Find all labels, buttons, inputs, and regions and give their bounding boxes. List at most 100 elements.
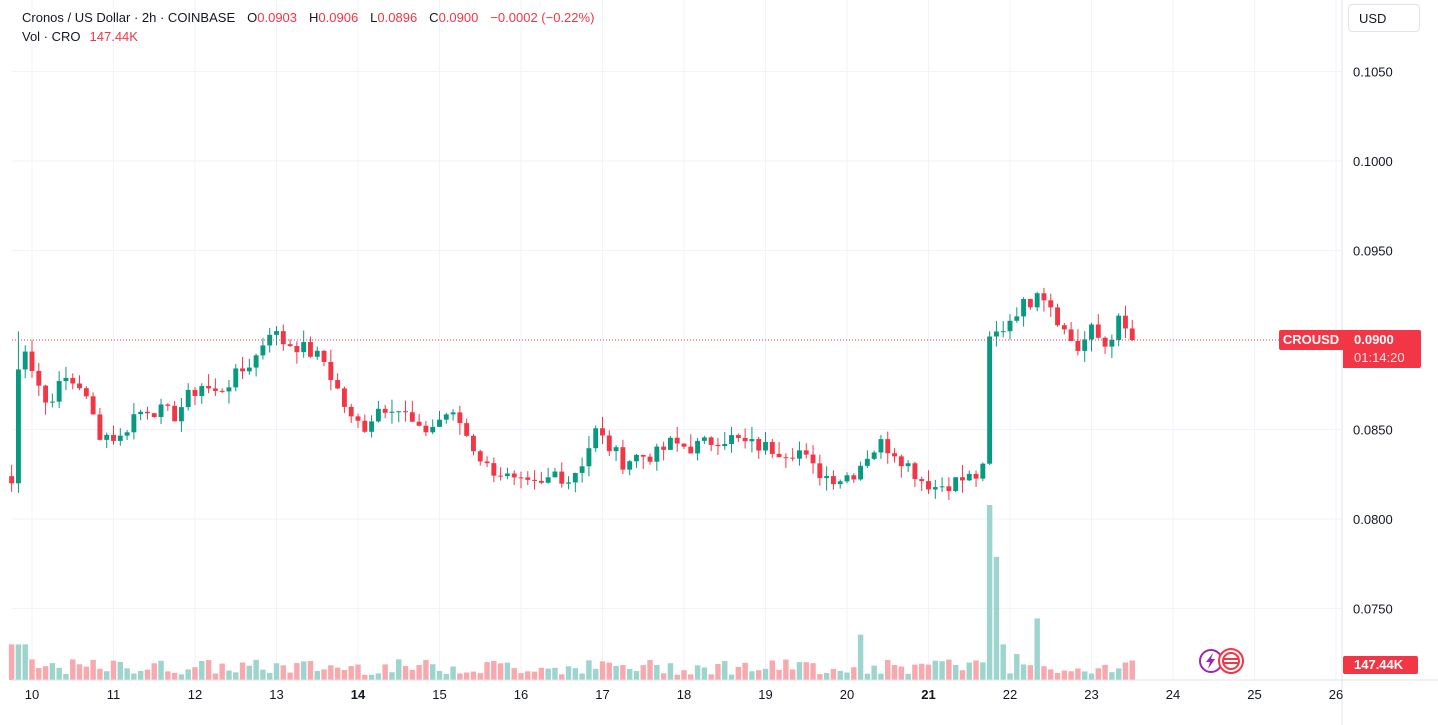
candle-body [49, 401, 55, 403]
candle-body [15, 369, 21, 484]
volume-bar [212, 673, 219, 680]
candle-body [824, 476, 830, 479]
candle-body [606, 435, 612, 452]
candle-body [471, 435, 476, 452]
volume-bar [348, 665, 354, 680]
volume-bar [599, 661, 606, 680]
volume-bar [402, 665, 409, 680]
volume-label[interactable]: Vol · CRO [22, 29, 81, 44]
candle-body [29, 351, 35, 371]
volume-bar [878, 673, 884, 680]
time-tick-label: 12 [188, 687, 202, 702]
volume-bar [300, 661, 307, 680]
candle-body [735, 435, 741, 438]
volume-bar [674, 674, 680, 680]
volume-bar [531, 671, 538, 680]
volume-bar [49, 663, 56, 680]
candle-body [348, 406, 354, 417]
candle-body [1027, 298, 1033, 308]
volume-bar [165, 671, 171, 680]
candle-body [199, 386, 205, 397]
volume-bar [857, 634, 864, 680]
candle-body [892, 453, 897, 457]
candle-body [634, 454, 639, 462]
price-axis[interactable]: 0.1050 0.1000 0.0950 0.0850 0.0800 0.0750 [1341, 0, 1393, 725]
volume-bar [891, 664, 898, 680]
volume-bar [260, 669, 266, 680]
tradingview-flash-icon[interactable] [1197, 647, 1249, 675]
volume-bar [307, 660, 314, 680]
volume-bar [606, 662, 613, 680]
price-tick-label: 0.0850 [1353, 422, 1393, 437]
volume-bar [511, 668, 517, 680]
currency-button[interactable]: USD [1348, 4, 1420, 32]
candle-body [504, 473, 510, 477]
volume-bar [90, 659, 96, 680]
candle-body [375, 408, 381, 422]
volume-bar [647, 660, 653, 680]
volume-bar [952, 664, 959, 680]
candle-body [1048, 300, 1054, 308]
candle-body [117, 435, 123, 441]
change-value: −0.0002 (−0.22%) [490, 10, 595, 25]
time-tick-label: 17 [595, 687, 609, 702]
volume-bar [205, 660, 212, 680]
candle-body [477, 451, 483, 462]
candle-body [1095, 324, 1101, 338]
candle-body [579, 466, 585, 473]
time-tick-label: 23 [1084, 687, 1098, 702]
candle-body [403, 411, 408, 413]
volume-bar [980, 662, 986, 680]
volume-bar [1048, 669, 1054, 680]
candle-body [267, 334, 273, 346]
volume-bar [341, 670, 348, 680]
candle-body [104, 434, 110, 440]
volume-bar [640, 665, 646, 680]
volume-bar [525, 671, 531, 680]
candle-body [790, 457, 796, 459]
volume-bar [735, 666, 742, 680]
candle-body [946, 486, 952, 492]
candle-body [729, 435, 734, 444]
candle-body [898, 456, 904, 467]
candle-body [769, 442, 775, 454]
symbol-description[interactable]: Cronos / US Dollar · 2h · COINBASE [22, 10, 236, 25]
candle-body [389, 411, 395, 413]
volume-bar [42, 666, 49, 680]
candle-body [980, 463, 986, 479]
volume-bar [572, 668, 579, 680]
time-axis[interactable]: 10 11 12 13 14 15 16 17 18 19 20 21 22 23 24 25 26 [12, 679, 1438, 702]
time-tick-label: 16 [514, 687, 528, 702]
candle-body [138, 411, 144, 415]
volume-bar [789, 669, 796, 680]
candle-body [450, 412, 456, 415]
volume-bar [1102, 664, 1108, 680]
time-tick-label: 22 [1003, 687, 1017, 702]
price-tick-label: 0.1000 [1353, 154, 1393, 169]
candle-body [1021, 298, 1027, 317]
candle-body [328, 361, 334, 381]
volume-bar [253, 659, 259, 680]
volume-bar [783, 659, 789, 680]
candle-body [212, 388, 218, 391]
volume-bar [15, 644, 22, 680]
volume-bar [436, 670, 443, 680]
candle-body [722, 443, 728, 447]
volume-bar [701, 667, 708, 680]
candle-body [871, 452, 877, 459]
candle-body [9, 476, 15, 484]
volume-bar [613, 665, 619, 680]
open-label: O [247, 10, 258, 25]
volume-bar [1007, 673, 1013, 680]
volume-bar [864, 673, 871, 680]
price-tick-label: 0.0950 [1353, 244, 1393, 259]
volume-bar [633, 671, 640, 680]
volume-bar [83, 666, 90, 680]
volume-bar [1122, 662, 1129, 680]
volume-bar [8, 644, 15, 680]
volume-bar [939, 661, 945, 680]
candle-body [151, 413, 157, 418]
volume-bar [171, 672, 178, 680]
candle-body [43, 385, 49, 403]
